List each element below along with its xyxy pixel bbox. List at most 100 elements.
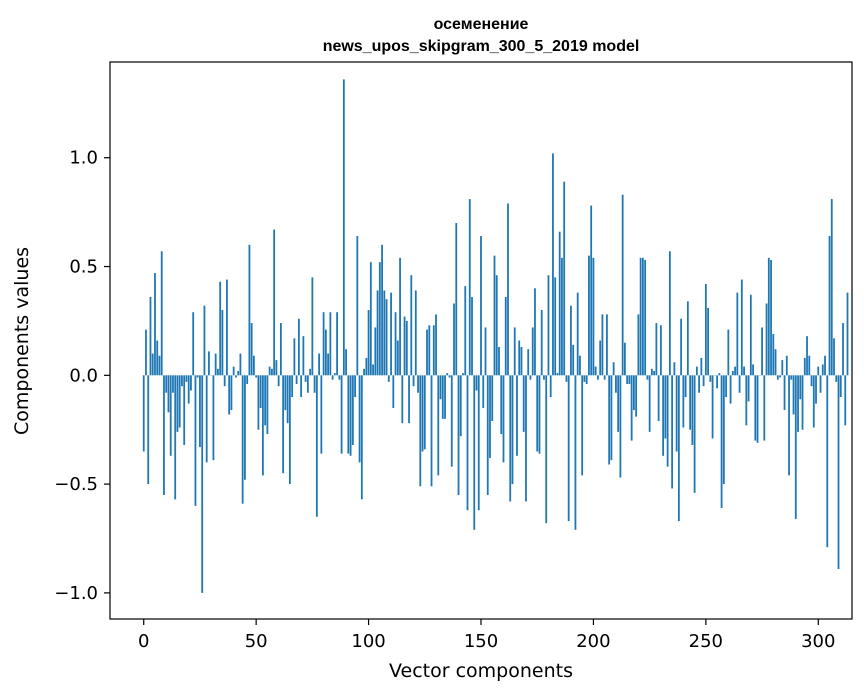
- bar: [372, 364, 374, 376]
- bar: [538, 375, 541, 454]
- bar: [590, 205, 593, 376]
- bar: [282, 375, 285, 474]
- bar: [641, 257, 644, 376]
- bar: [745, 375, 748, 426]
- bar: [185, 375, 188, 382]
- bar: [581, 375, 584, 476]
- bar: [309, 368, 312, 376]
- bar: [347, 375, 350, 454]
- bar: [556, 373, 559, 376]
- bar: [729, 375, 732, 404]
- bar: [779, 375, 781, 378]
- bar: [516, 375, 518, 456]
- bar: [480, 236, 482, 376]
- bar: [527, 349, 530, 376]
- bar: [630, 375, 633, 441]
- bar: [250, 323, 253, 376]
- bar: [788, 375, 790, 476]
- bar: [680, 318, 683, 376]
- bar: [419, 375, 422, 487]
- bar: [817, 366, 820, 376]
- bar: [540, 310, 543, 376]
- bar: [163, 375, 165, 495]
- bar: [554, 277, 557, 376]
- bar: [621, 194, 624, 376]
- bar: [673, 362, 676, 376]
- bar: [338, 375, 341, 380]
- bar: [381, 244, 383, 376]
- bar: [473, 375, 476, 530]
- bar: [534, 288, 536, 376]
- bar: [324, 329, 327, 376]
- x-tick-label: 250: [689, 631, 723, 652]
- bar: [668, 251, 671, 376]
- bar: [727, 329, 730, 376]
- bar: [657, 375, 660, 421]
- bar: [833, 338, 835, 376]
- bar: [801, 375, 804, 430]
- bar: [734, 366, 736, 376]
- bar: [248, 244, 251, 376]
- bar: [525, 375, 527, 502]
- bar: [698, 375, 700, 393]
- bar: [626, 375, 629, 385]
- y-tick-label: 0.0: [69, 365, 98, 386]
- bar: [253, 355, 255, 376]
- bar: [264, 375, 267, 426]
- bar: [232, 366, 235, 376]
- bar: [498, 347, 500, 376]
- bar: [702, 375, 705, 387]
- bar: [619, 375, 622, 478]
- bar: [304, 375, 307, 382]
- bar: [776, 375, 779, 380]
- bar: [824, 355, 826, 376]
- bar: [277, 375, 280, 387]
- bar: [417, 375, 419, 393]
- bar: [360, 375, 363, 500]
- bar: [306, 375, 309, 393]
- bar: [203, 305, 206, 376]
- bar: [491, 375, 494, 421]
- bar: [648, 375, 651, 432]
- bar: [736, 292, 739, 376]
- bar: [295, 375, 298, 385]
- bar: [835, 375, 838, 382]
- bar: [410, 275, 413, 376]
- bar: [453, 303, 455, 376]
- y-tick-label: 0.5: [69, 257, 98, 278]
- bar: [689, 375, 692, 430]
- bar: [336, 312, 338, 376]
- bar: [844, 375, 847, 426]
- bar: [293, 338, 296, 376]
- bar: [208, 351, 210, 376]
- bar: [704, 283, 707, 376]
- bar: [709, 375, 712, 382]
- bar: [826, 375, 829, 548]
- bar: [181, 375, 183, 387]
- bar: [149, 296, 152, 376]
- bar: [754, 375, 757, 441]
- bar: [199, 375, 201, 448]
- bar: [756, 375, 759, 443]
- bar: [518, 340, 521, 376]
- bar: [446, 373, 449, 376]
- bar: [237, 370, 240, 376]
- bar: [650, 368, 653, 376]
- bar: [792, 375, 795, 415]
- bar: [369, 262, 372, 376]
- bar: [828, 236, 831, 376]
- bar: [725, 375, 727, 398]
- bar: [700, 357, 703, 376]
- bar: [846, 292, 849, 376]
- bar: [439, 375, 442, 400]
- bar: [342, 79, 345, 376]
- bar: [318, 353, 321, 376]
- bar: [374, 327, 377, 376]
- bar: [257, 375, 260, 430]
- bar: [333, 373, 336, 376]
- bar: [565, 375, 568, 382]
- x-tick-label: 150: [464, 631, 498, 652]
- bar: [659, 325, 662, 376]
- bar: [471, 296, 473, 376]
- bar: [441, 375, 444, 419]
